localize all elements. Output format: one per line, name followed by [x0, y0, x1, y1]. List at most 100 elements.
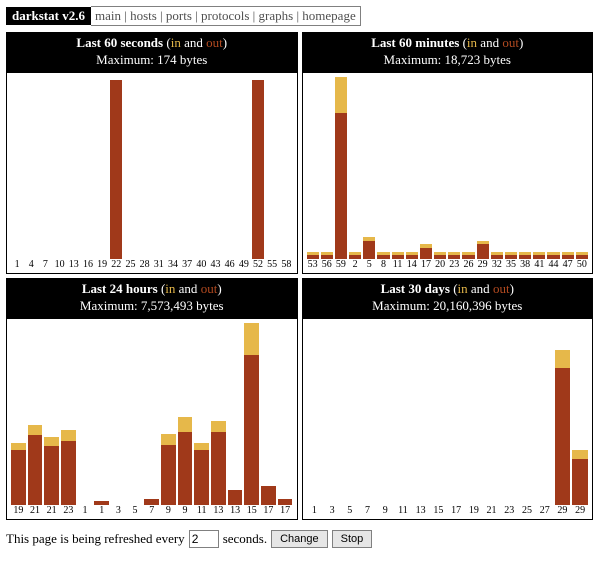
chart-panel: Last 24 hours (in and out)Maximum: 7,573… — [6, 278, 298, 520]
x-label: 26 — [462, 259, 474, 273]
bar — [307, 323, 323, 505]
bar — [252, 77, 264, 259]
bar — [266, 77, 278, 259]
x-label: 8 — [377, 259, 389, 273]
bar — [153, 77, 165, 259]
x-label: 1 — [11, 259, 23, 273]
bar — [395, 323, 411, 505]
bar — [342, 323, 358, 505]
top-bar: darkstat v2.6 main | hosts | ports | pro… — [6, 6, 593, 26]
nav-link-main[interactable]: main — [95, 8, 121, 23]
x-label: 38 — [519, 259, 531, 273]
x-label: 23 — [61, 505, 76, 519]
x-axis: 192121231135799111313151717 — [7, 505, 297, 519]
bar — [519, 77, 531, 259]
chart-area: 192121231135799111313151717 — [7, 319, 297, 519]
bar — [307, 77, 319, 259]
bar-segment-out — [244, 355, 259, 504]
x-label: 13 — [228, 505, 243, 519]
bar — [448, 77, 460, 259]
x-label: 29 — [555, 505, 571, 519]
bar-segment-in — [555, 350, 571, 368]
bar-segment-out — [110, 80, 122, 258]
bar — [434, 77, 446, 259]
x-label: 5 — [342, 505, 358, 519]
x-label: 23 — [448, 259, 460, 273]
x-label: 13 — [211, 505, 226, 519]
bar — [466, 323, 482, 505]
x-label: 37 — [181, 259, 193, 273]
bar — [576, 77, 588, 259]
bar — [572, 323, 588, 505]
bar — [11, 77, 23, 259]
nav-link-graphs[interactable]: graphs — [259, 8, 294, 23]
bar — [321, 77, 333, 259]
x-label: 11 — [392, 259, 404, 273]
chart-grid: Last 60 seconds (in and out)Maximum: 174… — [6, 32, 593, 520]
bar-segment-in — [11, 443, 26, 450]
stop-button[interactable]: Stop — [332, 530, 373, 548]
bar-segment-in — [28, 425, 43, 436]
bar-segment-out — [228, 490, 243, 505]
x-label: 32 — [491, 259, 503, 273]
bar — [82, 77, 94, 259]
bar — [228, 323, 243, 505]
bar — [431, 323, 447, 505]
x-label: 43 — [209, 259, 221, 273]
nav-link-homepage[interactable]: homepage — [302, 8, 355, 23]
bar — [278, 323, 293, 505]
x-label: 21 — [44, 505, 59, 519]
bar — [377, 323, 393, 505]
bar-segment-out — [363, 241, 375, 259]
bar — [124, 77, 136, 259]
nav-link-hosts[interactable]: hosts — [130, 8, 157, 23]
x-label: 34 — [167, 259, 179, 273]
x-label: 53 — [307, 259, 319, 273]
bars-container — [303, 77, 593, 259]
change-button[interactable]: Change — [271, 530, 328, 548]
bar — [324, 323, 340, 505]
x-label: 4 — [25, 259, 37, 273]
bar — [406, 77, 418, 259]
bar — [194, 323, 209, 505]
bar — [181, 77, 193, 259]
refresh-seconds-input[interactable] — [189, 530, 219, 548]
panel-header: Last 24 hours (in and out)Maximum: 7,573… — [7, 279, 297, 319]
bar — [25, 77, 37, 259]
bar — [68, 77, 80, 259]
bar — [477, 77, 489, 259]
panel-header: Last 60 minutes (in and out)Maximum: 18,… — [303, 33, 593, 73]
nav-link-protocols[interactable]: protocols — [201, 8, 249, 23]
bar-segment-out — [61, 441, 76, 505]
x-label: 7 — [39, 259, 51, 273]
bar-segment-in — [335, 77, 347, 113]
bar — [555, 323, 571, 505]
bar-segment-out — [252, 80, 264, 258]
chart-panel: Last 60 minutes (in and out)Maximum: 18,… — [302, 32, 594, 274]
x-label: 29 — [572, 505, 588, 519]
bar-segment-in — [244, 323, 259, 356]
bar — [161, 323, 176, 505]
x-label: 52 — [252, 259, 264, 273]
x-label: 49 — [238, 259, 250, 273]
chart-area: 135791113151719212325272929 — [303, 319, 593, 519]
refresh-suffix: seconds. — [223, 531, 267, 547]
x-label: 21 — [484, 505, 500, 519]
bars-container — [7, 323, 297, 505]
bar — [110, 77, 122, 259]
x-label: 20 — [434, 259, 446, 273]
bar — [61, 323, 76, 505]
x-label: 29 — [477, 259, 489, 273]
bar — [238, 77, 250, 259]
nav-link-ports[interactable]: ports — [166, 8, 192, 23]
bars-container — [7, 77, 297, 259]
x-label: 55 — [266, 259, 278, 273]
x-label: 5 — [128, 505, 143, 519]
x-label: 5 — [363, 259, 375, 273]
x-label: 17 — [448, 505, 464, 519]
refresh-footer: This page is being refreshed every secon… — [6, 530, 593, 548]
bar — [420, 77, 432, 259]
bar — [363, 77, 375, 259]
x-label: 17 — [420, 259, 432, 273]
x-label: 14 — [406, 259, 418, 273]
